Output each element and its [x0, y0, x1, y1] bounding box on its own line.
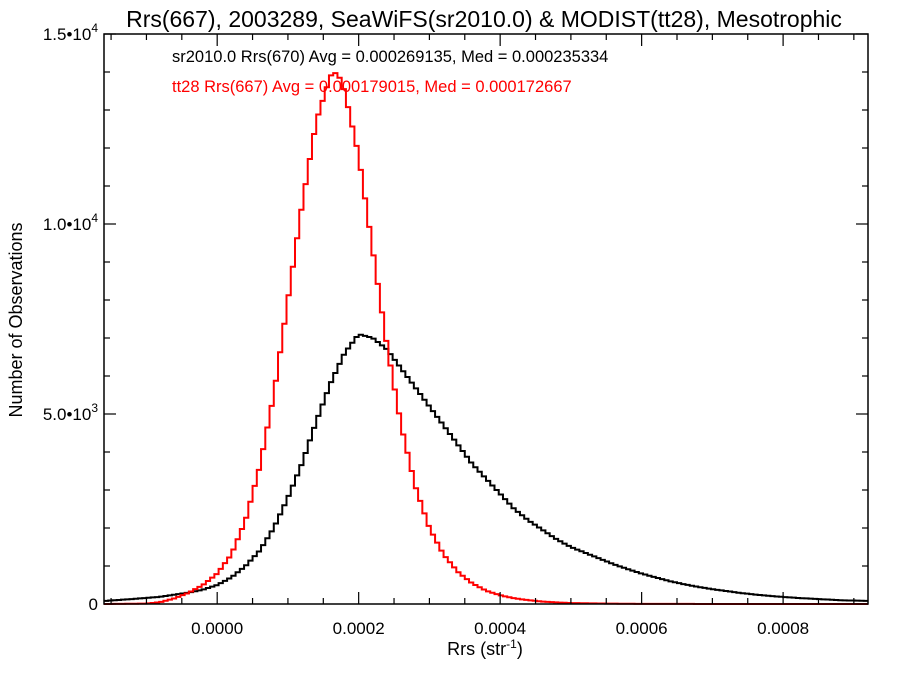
- series-annotation-tt28: tt28 Rrs(667) Avg = 0.000179015, Med = 0…: [172, 78, 572, 96]
- series-line-0: [104, 333, 868, 602]
- x-tick-label: 0.0008: [757, 619, 809, 638]
- x-tick-label: 0.0004: [474, 619, 526, 638]
- series-annotation-sr2010: sr2010.0 Rrs(670) Avg = 0.000269135, Med…: [172, 48, 608, 66]
- x-tick-label: 0.0000: [191, 619, 243, 638]
- x-tick-label: 0.0002: [333, 619, 385, 638]
- axis-ticks: 0.0000 0.0002 0.0004 0.0006 0.0008 0 5.0•103 1.…: [43, 21, 868, 638]
- x-tick-label: 0.0006: [616, 619, 668, 638]
- plot-area: 0.0000 0.0002 0.0004 0.0006 0.0008 0 5.0•103 1.…: [43, 21, 869, 638]
- series-line-1: [104, 72, 868, 605]
- histogram-layer: [104, 72, 868, 605]
- chart-title: Rrs(667), 2003289, SeaWiFS(sr2010.0) & M…: [126, 6, 842, 32]
- x-axis-label: Rrs (str-1): [447, 637, 523, 659]
- plot-frame: [103, 33, 869, 605]
- y-tick-label: 1.5•104: [43, 21, 99, 44]
- y-axis-label: Number of Observations: [6, 222, 26, 417]
- y-tick-label: 5.0•103: [43, 401, 99, 424]
- y-tick-label: 0: [89, 595, 98, 614]
- y-tick-label: 1.0•104: [43, 211, 99, 234]
